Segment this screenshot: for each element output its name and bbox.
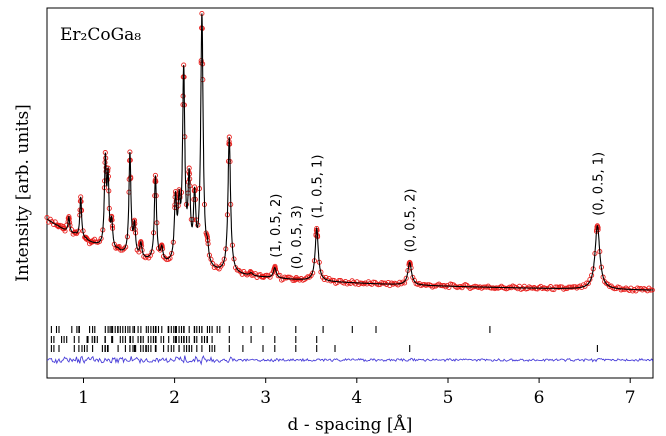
observed-point bbox=[219, 261, 226, 267]
peak-annotations: (1, 0.5, 2) (0, 0.5, 3) (1, 0.5, 1) (0, 0.5… bbox=[269, 152, 607, 269]
y-axis-label: Intensity [arb. units] bbox=[13, 104, 33, 282]
x-tick-label: 6 bbox=[534, 388, 545, 408]
peak-annotation: (1, 0.5, 2) bbox=[269, 194, 284, 258]
peak-annotation: (0, 0.5, 2) bbox=[404, 189, 419, 253]
observed-point bbox=[56, 223, 62, 229]
observed-point bbox=[341, 280, 347, 286]
difference-curve bbox=[46, 355, 654, 366]
observed-point bbox=[380, 280, 386, 286]
x-axis-label: d - spacing [Å] bbox=[288, 414, 413, 435]
peak-annotation: (1, 0.5, 1) bbox=[311, 155, 326, 219]
observed-point bbox=[213, 263, 219, 269]
observed-point bbox=[552, 284, 559, 290]
observed-point bbox=[403, 275, 409, 281]
observed-point bbox=[98, 235, 104, 242]
observed-point bbox=[272, 266, 279, 272]
x-tick-label: 2 bbox=[169, 388, 180, 408]
observed-point bbox=[566, 284, 572, 290]
observed-point bbox=[644, 288, 650, 294]
chart-title: Er₂CoGa₈ bbox=[60, 25, 141, 45]
x-tick-label: 7 bbox=[625, 388, 636, 408]
x-tick-label: 1 bbox=[78, 388, 89, 408]
calculated-line bbox=[46, 13, 653, 291]
observed-point bbox=[347, 280, 354, 286]
observed-point bbox=[116, 245, 122, 251]
observed-point bbox=[602, 279, 608, 285]
observed-point bbox=[308, 273, 314, 279]
observed-point bbox=[451, 282, 457, 288]
reflection-markers bbox=[50, 326, 598, 352]
observed-point bbox=[567, 284, 573, 290]
peak-annotation: (0, 0.5, 1) bbox=[591, 152, 606, 216]
difference-line bbox=[46, 355, 654, 366]
x-tick-label: 5 bbox=[443, 388, 454, 408]
x-tick-label: 3 bbox=[260, 388, 271, 408]
observed-point bbox=[318, 269, 324, 275]
plot-frame bbox=[46, 7, 654, 379]
calculated-curve bbox=[46, 13, 653, 291]
observed-point bbox=[285, 274, 291, 280]
x-axis: 1 2 3 4 5 6 7 bbox=[78, 378, 636, 408]
peak-annotation: (0, 0.5, 3) bbox=[290, 205, 305, 269]
observed-point bbox=[84, 236, 90, 242]
x-tick-label: 4 bbox=[351, 388, 362, 408]
observed-point bbox=[551, 287, 557, 293]
